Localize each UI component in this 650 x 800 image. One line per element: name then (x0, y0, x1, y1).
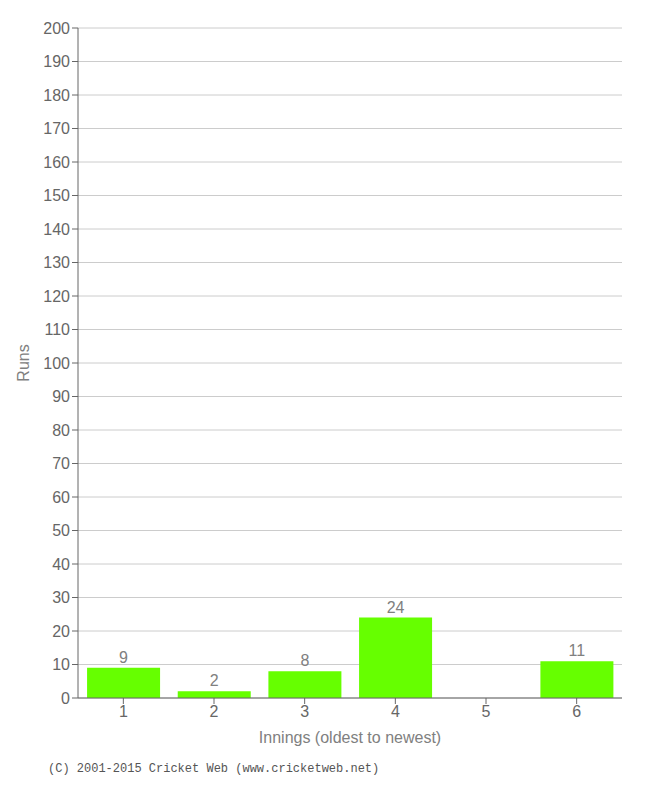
svg-text:10: 10 (52, 656, 70, 673)
svg-text:5: 5 (482, 703, 491, 720)
svg-text:Innings (oldest to newest): Innings (oldest to newest) (259, 729, 441, 746)
svg-text:80: 80 (52, 422, 70, 439)
svg-text:140: 140 (43, 221, 70, 238)
svg-text:2: 2 (210, 703, 219, 720)
svg-text:Runs: Runs (15, 344, 32, 381)
svg-text:1: 1 (119, 703, 128, 720)
svg-text:160: 160 (43, 154, 70, 171)
svg-text:40: 40 (52, 556, 70, 573)
svg-text:170: 170 (43, 120, 70, 137)
svg-text:0: 0 (61, 690, 70, 707)
svg-text:30: 30 (52, 589, 70, 606)
svg-text:4: 4 (391, 703, 400, 720)
svg-text:24: 24 (387, 599, 405, 616)
svg-text:200: 200 (43, 20, 70, 37)
html-text:(C) 2001-2015 Cricket Web (www: (C) 2001-2015 Cricket Web (www.cricketwe… (48, 762, 380, 776)
svg-text:9: 9 (119, 649, 128, 666)
svg-text:6: 6 (572, 703, 581, 720)
svg-text:3: 3 (300, 703, 309, 720)
svg-text:120: 120 (43, 288, 70, 305)
svg-text:110: 110 (44, 321, 70, 338)
svg-text:150: 150 (43, 187, 70, 204)
svg-text:8: 8 (300, 652, 309, 669)
svg-text:11: 11 (569, 642, 586, 659)
svg-text:20: 20 (52, 623, 70, 640)
svg-text:2: 2 (210, 672, 219, 689)
svg-text:90: 90 (52, 388, 70, 405)
svg-text:60: 60 (52, 489, 70, 506)
svg-text:180: 180 (43, 87, 70, 104)
svg-text:50: 50 (52, 522, 70, 539)
svg-text:130: 130 (43, 254, 70, 271)
svg-text:70: 70 (52, 455, 70, 472)
svg-text:190: 190 (43, 53, 70, 70)
svg-text:100: 100 (43, 355, 70, 372)
